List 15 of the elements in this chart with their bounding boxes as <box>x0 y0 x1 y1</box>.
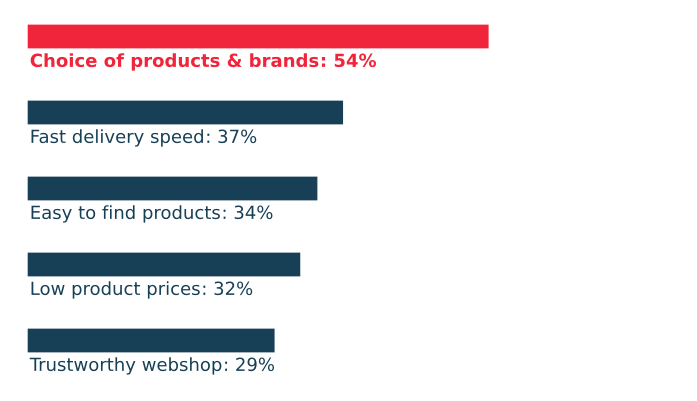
bar <box>27 175 319 202</box>
data-label: : 32% <box>203 282 252 296</box>
data-label: : 34% <box>224 206 272 220</box>
data-label: : 37% <box>207 130 256 144</box>
bar <box>27 23 490 50</box>
y-tick-label: Choice of products & brands <box>30 53 318 71</box>
y-tick-label: Low product prices <box>32 281 200 299</box>
data-label: : 54% <box>322 54 376 68</box>
y-tick-label: Fast delivery speed <box>32 129 203 147</box>
bar <box>27 251 302 278</box>
y-tick-label: Trustworthy webshop <box>30 357 222 375</box>
bar <box>27 99 344 126</box>
y-tick-label: Easy to find products <box>32 205 220 223</box>
bar <box>27 327 276 354</box>
data-label: : 29% <box>225 358 274 372</box>
